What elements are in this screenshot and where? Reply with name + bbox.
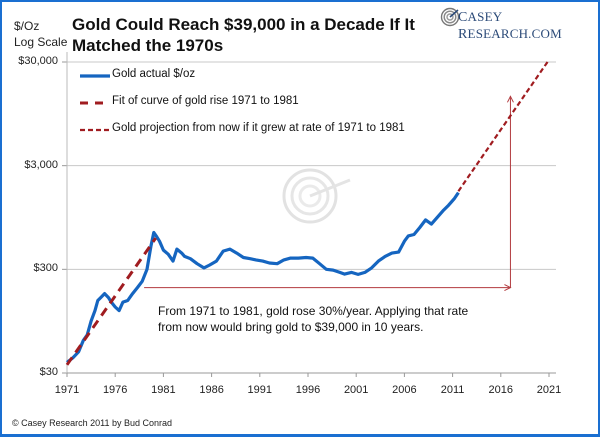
y-axis-title-scale: Log Scale — [14, 35, 68, 49]
growth-annotation: From 1971 to 1981, gold rose 30%/year. A… — [158, 303, 468, 335]
casey-logo-icon — [440, 7, 460, 27]
casey-research-logo[interactable]: CASEY RESEARCH.COM — [458, 9, 600, 43]
vertical-arrowhead — [506, 95, 514, 103]
copyright-footer: © Casey Research 2011 by Bud Conrad — [12, 418, 173, 428]
x-tick-label: 1971 — [54, 384, 80, 396]
y-tick-label: $30,000 — [18, 55, 58, 67]
logo-text-c: C — [458, 10, 468, 25]
annotation-line-2: from now would bring gold to $39,000 in … — [158, 320, 424, 334]
logo-text-asey: ASEY — [467, 9, 502, 24]
annotation-line-1: From 1971 to 1981, gold rose 30%/year. A… — [158, 304, 469, 318]
x-tick-label: 1991 — [247, 384, 273, 396]
series-gold-actual — [66, 191, 460, 364]
chart-title: Gold Could Reach $39,000 in a Decade If … — [72, 15, 415, 55]
legend-fit-curve: Fit of curve of gold rise 1971 to 1981 — [112, 95, 299, 107]
x-tick-label: 1976 — [102, 384, 128, 396]
watermark-ring — [298, 184, 322, 208]
watermark-needle — [309, 178, 351, 198]
x-tick-label: 1986 — [199, 384, 224, 396]
x-tick-label: 2011 — [440, 384, 465, 396]
x-tick-label: 2021 — [536, 384, 562, 396]
series-fit-curve — [65, 237, 157, 366]
x-tick-label: 1981 — [151, 384, 176, 396]
y-axis-title: $/Oz Log Scale — [14, 18, 67, 50]
watermark-ring — [290, 176, 330, 216]
watermark-ring — [282, 168, 338, 224]
logo-text-esearch: ESEARCH.COM — [467, 26, 562, 41]
x-tick-label: 1996 — [295, 384, 321, 396]
x-tick-label: 2016 — [488, 384, 514, 396]
y-tick-label: $300 — [33, 262, 58, 275]
x-tick-label: 2001 — [343, 384, 369, 396]
x-tick-label: 2006 — [392, 384, 417, 396]
y-axis-title-unit: $/Oz — [14, 19, 40, 33]
y-tick-label: $30 — [39, 366, 58, 378]
legend-projection: Gold projection from now if it grew at r… — [112, 122, 405, 134]
series-projection — [457, 59, 550, 192]
legend-gold-actual: Gold actual $/oz — [112, 68, 196, 80]
logo-text-r: R — [458, 27, 468, 42]
y-tick-label: $3,000 — [24, 158, 58, 171]
